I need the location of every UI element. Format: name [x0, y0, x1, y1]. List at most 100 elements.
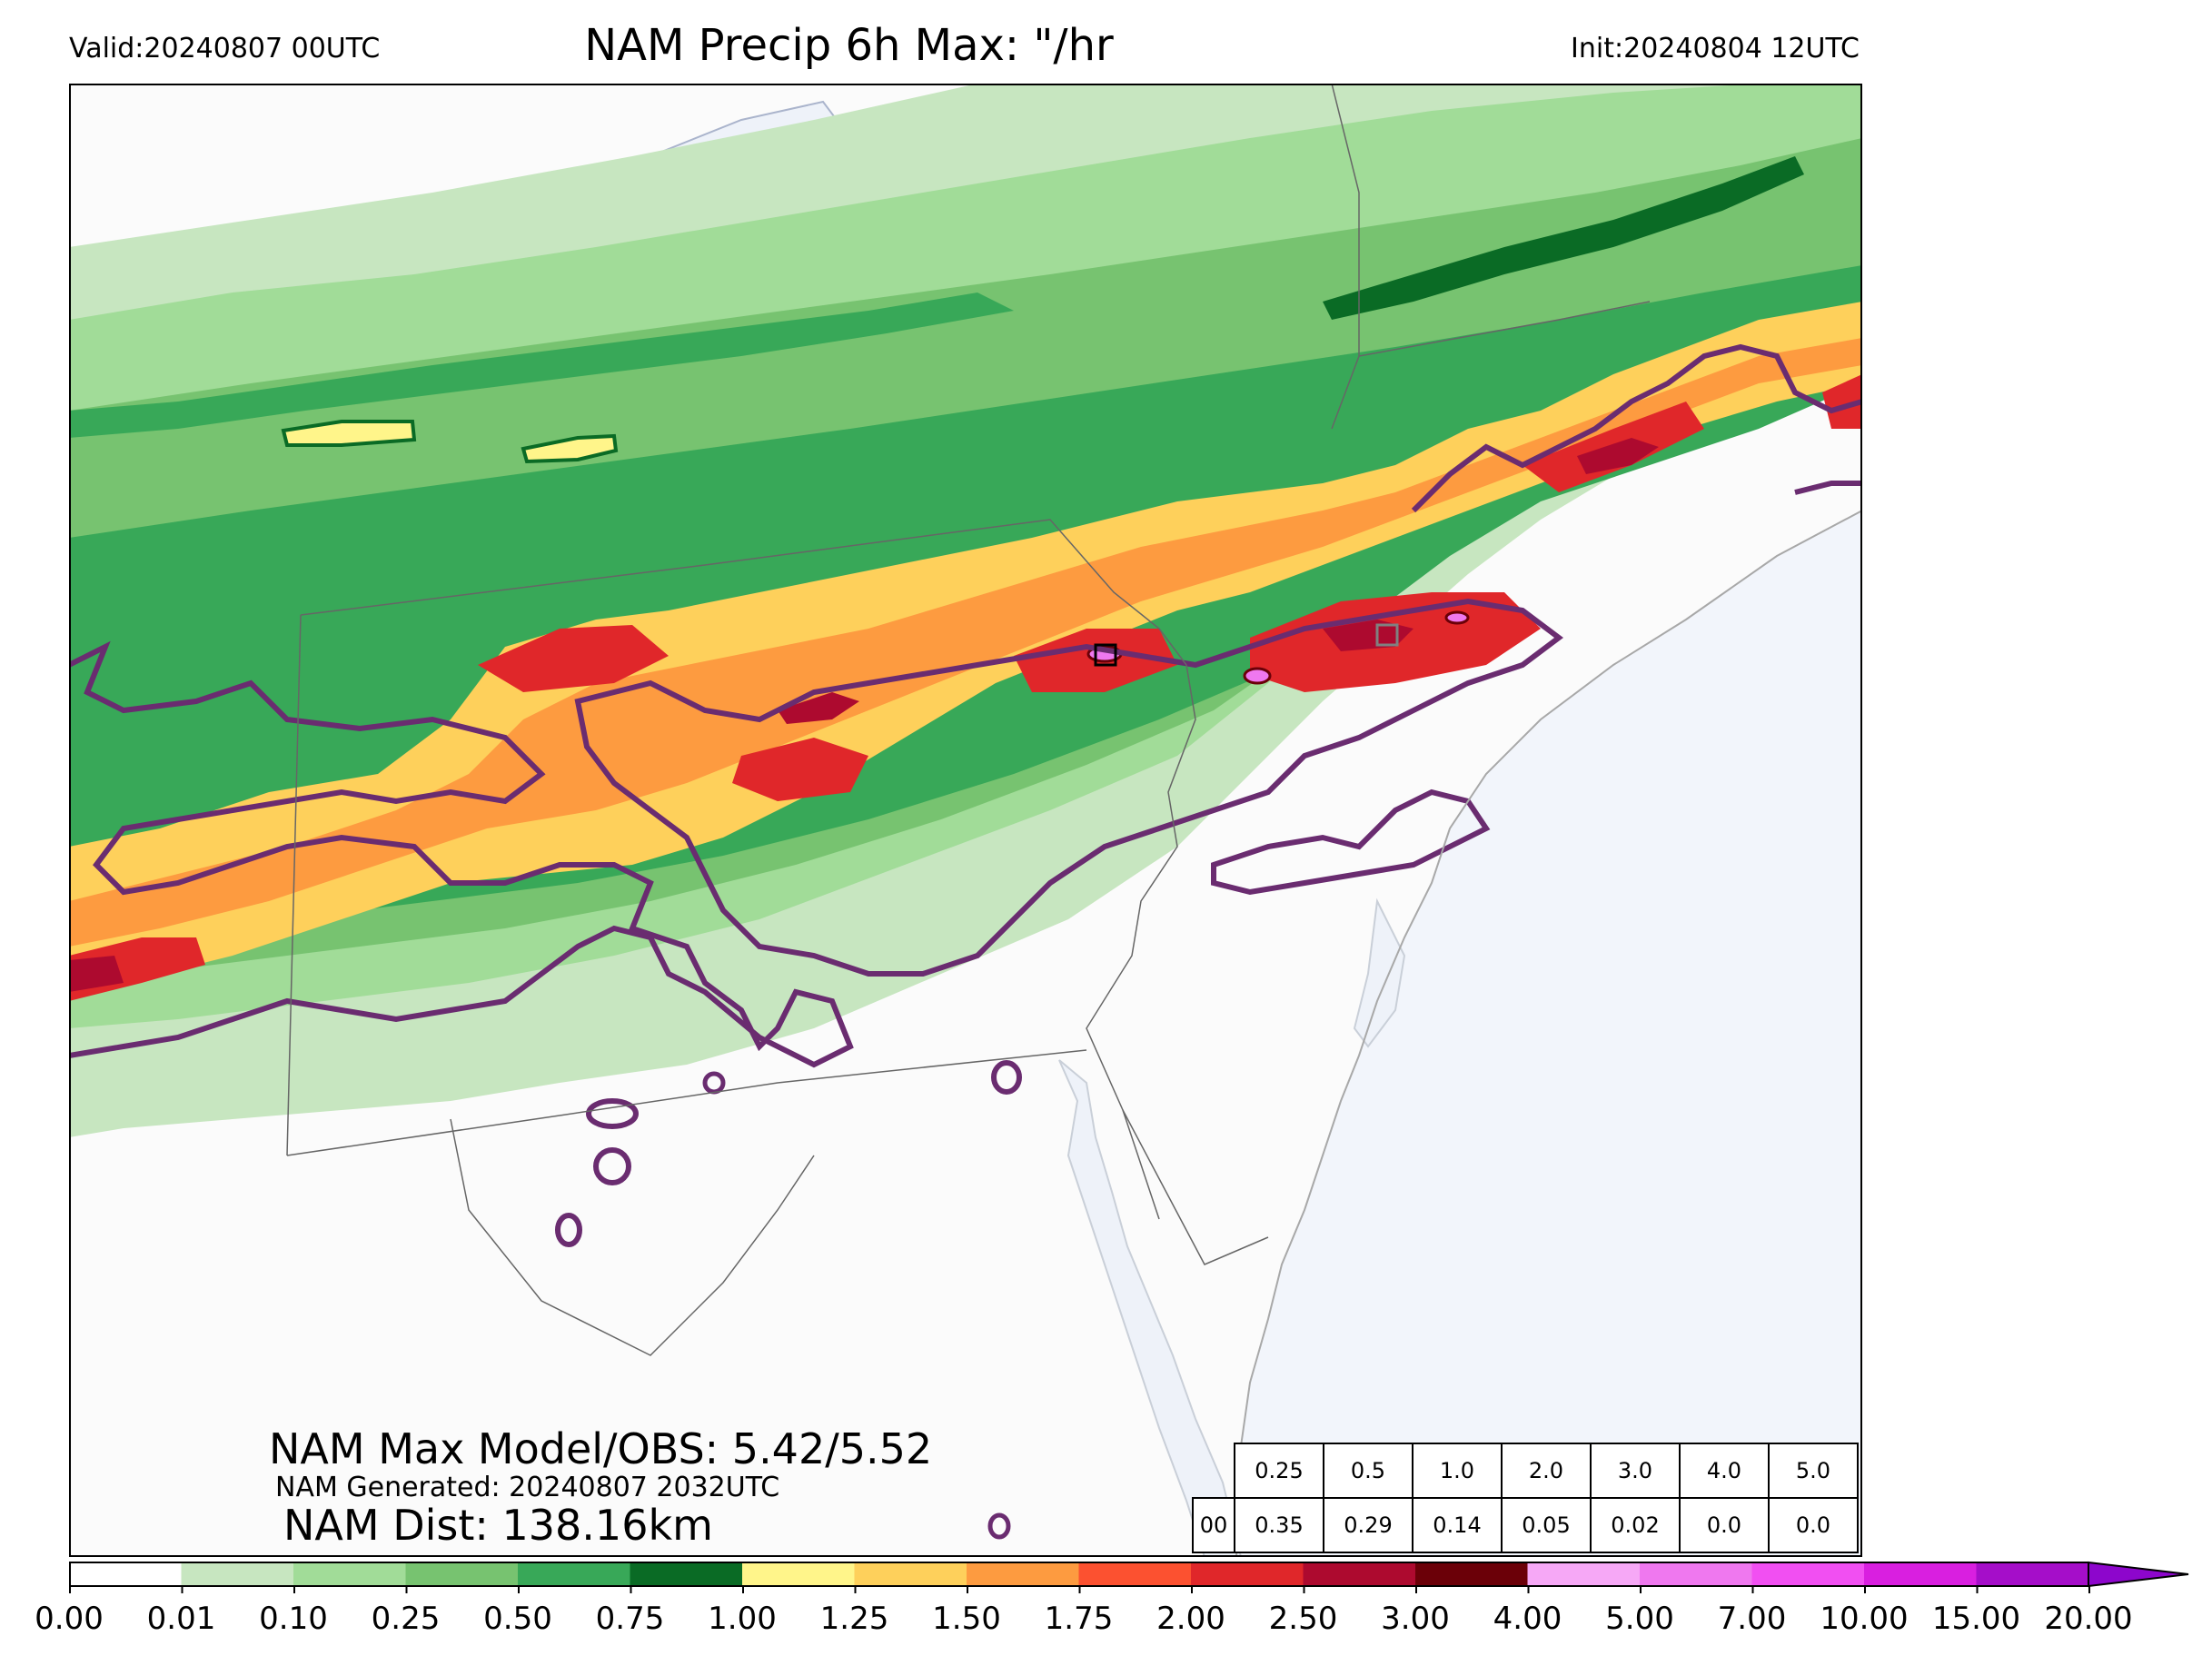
colorbar-tick-label: 0.01 — [146, 1601, 216, 1637]
chesapeake-bay — [1058, 1059, 1243, 1557]
precip-map — [69, 84, 1862, 1557]
colorbar-tick-label: 5.00 — [1605, 1601, 1674, 1637]
colorbar-segment — [1976, 1562, 2089, 1586]
threshold-header-cell: 0.5 — [1323, 1443, 1413, 1499]
heavy-rain-darkred-1 — [1323, 620, 1413, 651]
precip-band-north-yellow-2 — [521, 433, 619, 464]
threshold-header-cell: 4.0 — [1679, 1443, 1770, 1499]
threshold-row-label: 00 — [1192, 1497, 1235, 1553]
colorbar-segment — [181, 1562, 294, 1586]
colorbar-segment — [854, 1562, 967, 1586]
colorbar-tick-label: 10.00 — [1820, 1601, 1909, 1637]
precip-band-north-yellow-1 — [281, 420, 417, 447]
colorbar-tick-label: 15.00 — [1931, 1601, 2021, 1637]
colorbar — [69, 1561, 2189, 1593]
ffg-contour-spot-3 — [555, 1213, 582, 1247]
state-boundary-nj-pa — [1086, 664, 1196, 1220]
obs-marker-1 — [1094, 643, 1117, 667]
colorbar-segment — [1864, 1562, 1977, 1586]
threshold-value-cell: 0.0 — [1679, 1497, 1770, 1553]
colorbar-segment — [1078, 1562, 1192, 1586]
colorbar-segment — [1191, 1562, 1304, 1586]
colorbar-tick-label: 0.25 — [371, 1601, 441, 1637]
colorbar-tick-label: 1.25 — [819, 1601, 889, 1637]
ffg-contour-main — [69, 640, 854, 1068]
max-precip-spot-2 — [1243, 667, 1272, 685]
precip-band-north-dark — [69, 293, 1014, 438]
colorbar-tick-label: 0.75 — [595, 1601, 665, 1637]
map-title-text: NAM Precip 6h Max: "/hr — [584, 20, 1114, 71]
heavy-rain-red-2 — [732, 738, 868, 801]
atlantic-ocean — [1236, 511, 1862, 1557]
colorbar-segment — [1415, 1562, 1528, 1586]
colorbar-tick-label: 1.50 — [932, 1601, 1001, 1637]
generated-time-label: NAM Generated: 20240807 2032UTC — [275, 1472, 780, 1503]
threshold-header-cell: 1.0 — [1412, 1443, 1503, 1499]
threshold-value-cell: 0.05 — [1501, 1497, 1592, 1553]
delaware-bay — [1353, 897, 1406, 1048]
colorbar-tick-label: 2.00 — [1156, 1601, 1225, 1637]
colorbar-tick-label: 1.00 — [708, 1601, 777, 1637]
coastline — [1235, 510, 1862, 1557]
state-boundary-ny-vt — [1331, 84, 1360, 430]
obs-marker-2 — [1375, 623, 1399, 647]
threshold-value-cell: 0.14 — [1412, 1497, 1503, 1553]
map-title: NAM Precip 6h Max: "/hr — [0, 20, 2212, 71]
colorbar-segment — [1527, 1562, 1641, 1586]
threshold-value-cell: 0.35 — [1234, 1497, 1324, 1553]
max-precip-spot-3 — [1444, 610, 1470, 625]
threshold-value-cell: 0.29 — [1323, 1497, 1413, 1553]
colorbar-tick-label: 3.00 — [1381, 1601, 1450, 1637]
heavy-rain-darkred-4 — [778, 692, 859, 724]
ffg-contour-spot-4 — [991, 1060, 1022, 1095]
threshold-header-cell: 0.25 — [1234, 1443, 1324, 1499]
valid-time-label: Valid:20240807 00UTC — [69, 33, 381, 64]
ffg-contour-center — [574, 598, 1563, 977]
colorbar-segment — [1751, 1562, 1865, 1586]
threshold-header-cell: 3.0 — [1590, 1443, 1681, 1499]
colorbar-tick-label: 0.10 — [259, 1601, 328, 1637]
map-frame — [69, 84, 1862, 1557]
colorbar-segment — [518, 1562, 630, 1586]
colorbar-tick-label: 0.50 — [483, 1601, 552, 1637]
threshold-value-cell: 0.0 — [1768, 1497, 1859, 1553]
colorbar-segment — [742, 1562, 855, 1586]
max-model-obs-label: NAM Max Model/OBS: 5.42/5.52 — [269, 1424, 933, 1473]
heavy-rain-darkred-2 — [1577, 438, 1659, 474]
colorbar-segment — [1303, 1562, 1416, 1586]
colorbar-segment — [293, 1562, 406, 1586]
ffg-contour-northeast — [1794, 481, 1862, 495]
ffg-contour-spot-2 — [593, 1147, 631, 1185]
colorbar-tick-label: 2.50 — [1268, 1601, 1338, 1637]
threshold-header-cell: 2.0 — [1501, 1443, 1592, 1499]
precip-band-north-green — [1323, 156, 1804, 320]
colorbar-segment — [967, 1562, 1079, 1586]
state-boundary-ny-pa — [300, 519, 1187, 666]
colorbar-segment — [405, 1562, 519, 1586]
ffg-contour-east — [1411, 343, 1862, 513]
ffg-contour-spot-1 — [586, 1098, 639, 1129]
colorbar-segment — [69, 1562, 182, 1586]
state-boundary-ma-ct — [1358, 301, 1651, 357]
heavy-rain-red-7 — [1822, 374, 1862, 429]
colorbar-tick-label: 0.00 — [35, 1601, 104, 1637]
colorbar-tick-label: 1.75 — [1044, 1601, 1114, 1637]
state-boundary-wv-va — [450, 1118, 815, 1356]
ffg-contour-nj — [1211, 788, 1491, 896]
distance-label: NAM Dist: 138.16km — [283, 1501, 713, 1550]
heavy-rain-red-1 — [478, 625, 669, 692]
colorbar-extend-arrow — [2088, 1561, 2189, 1588]
colorbar-tick-label: 4.00 — [1493, 1601, 1562, 1637]
state-boundary-pa-oh — [286, 614, 302, 1156]
colorbar-segment — [1640, 1562, 1752, 1586]
init-time-label: Init:20240804 12UTC — [1571, 33, 1860, 64]
threshold-stats-table: 0.25 0.5 1.0 2.0 3.0 4.0 5.0 00 0.35 0.29 0.14 0.05… — [1192, 1443, 1859, 1553]
colorbar-tick-label: 20.00 — [2044, 1601, 2133, 1637]
threshold-value-cell: 0.02 — [1590, 1497, 1681, 1553]
colorbar-tick-label: 7.00 — [1717, 1601, 1787, 1637]
state-boundary-pa-md — [286, 1049, 1087, 1156]
threshold-header-cell: 5.0 — [1768, 1443, 1859, 1499]
colorbar-segment — [630, 1562, 743, 1586]
state-boundary-md-de — [1122, 1109, 1269, 1265]
ffg-contour-spot-6 — [987, 1512, 1011, 1540]
